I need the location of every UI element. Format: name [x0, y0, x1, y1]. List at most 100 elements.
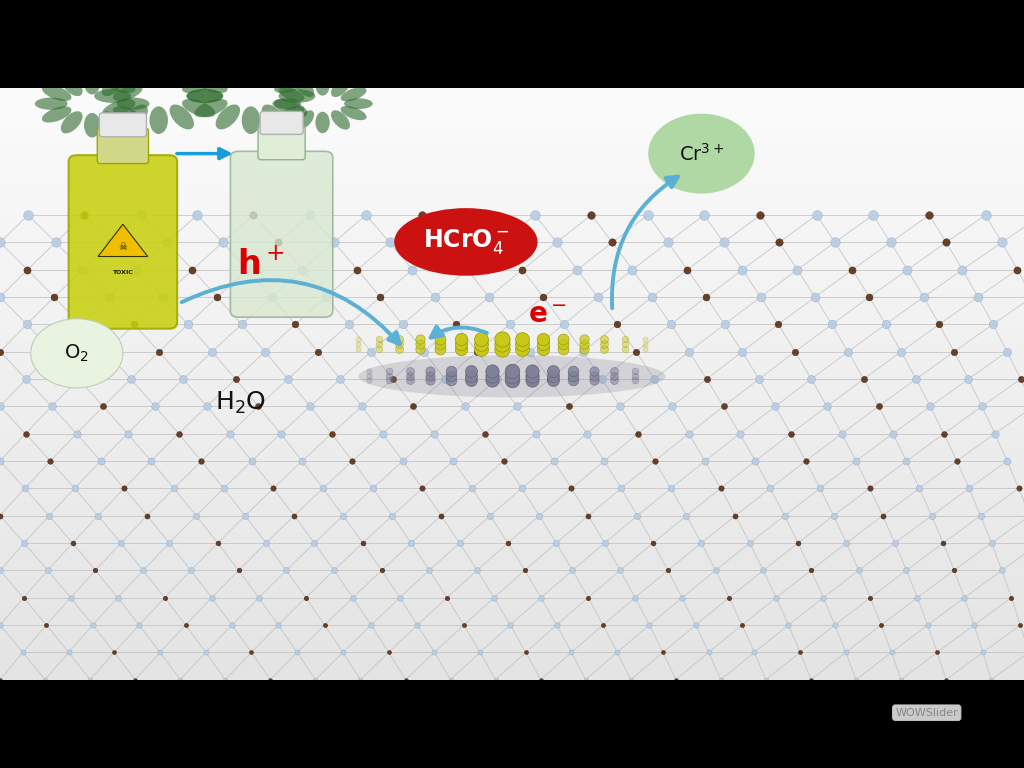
Ellipse shape — [344, 98, 373, 109]
Bar — [0, 591, 1024, 606]
Bar — [0, 339, 1024, 354]
Bar — [0, 133, 1024, 147]
Circle shape — [648, 114, 755, 194]
Bar — [0, 325, 1024, 339]
Ellipse shape — [102, 74, 135, 93]
Ellipse shape — [279, 87, 304, 101]
Bar — [0, 221, 1024, 237]
Bar — [0, 251, 1024, 266]
FancyBboxPatch shape — [260, 111, 303, 134]
Ellipse shape — [242, 58, 260, 85]
Ellipse shape — [113, 106, 142, 123]
Ellipse shape — [262, 62, 286, 88]
Bar — [0, 192, 1024, 207]
Bar — [0, 103, 1024, 118]
Bar — [0, 88, 1024, 103]
Ellipse shape — [117, 98, 150, 110]
Ellipse shape — [279, 106, 304, 121]
Bar — [0, 280, 1024, 296]
Ellipse shape — [35, 98, 68, 110]
Ellipse shape — [331, 111, 350, 130]
Ellipse shape — [101, 74, 124, 96]
Ellipse shape — [274, 99, 307, 118]
Bar — [0, 606, 1024, 621]
Ellipse shape — [42, 106, 72, 123]
Ellipse shape — [84, 70, 100, 94]
Ellipse shape — [358, 355, 666, 398]
Text: WOWSlider: WOWSlider — [895, 707, 958, 718]
Bar — [0, 384, 1024, 399]
Ellipse shape — [331, 78, 350, 97]
FancyBboxPatch shape — [230, 151, 333, 317]
Ellipse shape — [315, 112, 330, 134]
Ellipse shape — [262, 104, 286, 130]
Bar — [0, 531, 1024, 547]
Bar — [0, 473, 1024, 488]
Text: TOXIC: TOXIC — [113, 270, 133, 275]
Bar — [0, 207, 1024, 221]
Bar — [0, 118, 1024, 133]
Bar — [0, 147, 1024, 162]
Bar — [0, 576, 1024, 591]
Bar — [0, 237, 1024, 251]
Bar — [0, 399, 1024, 414]
Bar — [0, 429, 1024, 443]
Bar — [0, 621, 1024, 635]
Bar — [0, 650, 1024, 665]
Ellipse shape — [272, 98, 301, 109]
Ellipse shape — [315, 74, 330, 96]
Bar — [0, 488, 1024, 502]
Ellipse shape — [84, 113, 100, 137]
Ellipse shape — [113, 84, 142, 101]
Bar — [0, 177, 1024, 192]
Ellipse shape — [94, 89, 131, 103]
Ellipse shape — [186, 89, 223, 103]
Ellipse shape — [295, 78, 314, 97]
Ellipse shape — [60, 74, 83, 96]
Ellipse shape — [60, 111, 83, 134]
FancyBboxPatch shape — [99, 113, 146, 137]
Ellipse shape — [341, 87, 367, 101]
Bar — [0, 517, 1024, 531]
Ellipse shape — [102, 99, 135, 118]
Bar — [0, 0, 1024, 88]
Ellipse shape — [170, 104, 194, 130]
Bar — [0, 414, 1024, 429]
Bar — [0, 635, 1024, 650]
Text: e$^-$: e$^-$ — [528, 301, 567, 329]
Bar — [0, 295, 1024, 310]
Ellipse shape — [150, 58, 168, 85]
Circle shape — [31, 319, 123, 388]
Bar — [0, 88, 1024, 680]
Text: Cr$^{3+}$: Cr$^{3+}$ — [679, 143, 724, 164]
Ellipse shape — [182, 99, 215, 118]
Text: HCrO$_4^-$: HCrO$_4^-$ — [423, 227, 509, 257]
Ellipse shape — [341, 106, 367, 121]
Ellipse shape — [195, 74, 227, 93]
Ellipse shape — [195, 99, 227, 118]
Ellipse shape — [124, 104, 147, 130]
Text: h$^+$: h$^+$ — [238, 249, 285, 281]
Bar — [0, 162, 1024, 177]
Bar — [0, 665, 1024, 680]
Ellipse shape — [394, 208, 538, 276]
Bar — [0, 369, 1024, 384]
Bar — [0, 502, 1024, 517]
Ellipse shape — [242, 107, 260, 134]
Bar — [0, 443, 1024, 458]
Text: O$_2$: O$_2$ — [65, 343, 89, 364]
Bar — [0, 458, 1024, 473]
FancyBboxPatch shape — [258, 126, 305, 160]
Ellipse shape — [216, 104, 240, 130]
Ellipse shape — [279, 89, 315, 103]
Ellipse shape — [216, 62, 240, 88]
Bar — [0, 354, 1024, 369]
Ellipse shape — [170, 62, 194, 88]
FancyBboxPatch shape — [97, 128, 148, 164]
Text: ☠: ☠ — [119, 242, 127, 253]
Ellipse shape — [101, 111, 124, 134]
FancyBboxPatch shape — [69, 155, 177, 329]
Text: H$_2$O: H$_2$O — [215, 390, 266, 416]
Ellipse shape — [182, 74, 215, 93]
Bar — [0, 680, 1024, 768]
